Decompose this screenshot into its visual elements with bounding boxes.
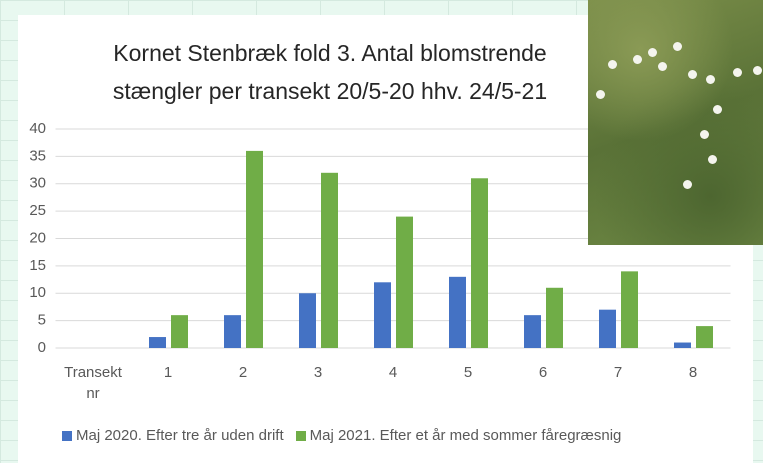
x-tick-label: 4 <box>358 362 428 383</box>
bar <box>696 326 713 348</box>
legend-swatch <box>62 431 72 441</box>
y-tick-label: 0 <box>38 339 46 356</box>
y-tick-label: 20 <box>29 229 46 246</box>
x-tick-label: Transekt nr <box>58 362 128 404</box>
bar <box>621 271 638 348</box>
x-tick-label: 2 <box>208 362 278 383</box>
y-tick-label: 40 <box>29 120 46 137</box>
bar <box>246 151 263 348</box>
bar <box>599 310 616 348</box>
chart-title: Kornet Stenbræk fold 3. Antal blomstrend… <box>70 34 590 110</box>
screenshot: 0510152025303540 Kornet Stenbræk fold 3.… <box>0 0 763 463</box>
bar <box>224 315 241 348</box>
bar <box>471 178 488 348</box>
bar <box>374 282 391 348</box>
y-tick-label: 15 <box>29 257 46 274</box>
bar <box>149 337 166 348</box>
photo <box>588 0 763 245</box>
bar <box>299 293 316 348</box>
bar <box>524 315 541 348</box>
x-tick-label: 7 <box>583 362 653 383</box>
legend-item: Maj 2021. Efter et år med sommer fåregræ… <box>296 427 622 444</box>
bar <box>449 277 466 348</box>
legend-label: Maj 2020. Efter tre år uden drift <box>76 427 284 444</box>
legend: Maj 2020. Efter tre år uden drift Maj 202… <box>62 427 633 444</box>
x-tick-label: 8 <box>658 362 728 383</box>
x-tick-label: 5 <box>433 362 503 383</box>
legend-label: Maj 2021. Efter et år med sommer fåregræ… <box>310 427 622 444</box>
bar <box>674 343 691 348</box>
x-tick-label: 3 <box>283 362 353 383</box>
x-tick-label: 1 <box>133 362 203 383</box>
bar <box>396 217 413 348</box>
bar <box>321 173 338 348</box>
y-tick-label: 10 <box>29 284 46 301</box>
y-tick-label: 25 <box>29 202 46 219</box>
y-tick-label: 35 <box>29 147 46 164</box>
bar <box>546 288 563 348</box>
legend-item: Maj 2020. Efter tre år uden drift <box>62 427 284 444</box>
y-tick-label: 30 <box>29 175 46 192</box>
y-tick-label: 5 <box>38 312 46 329</box>
legend-swatch <box>296 431 306 441</box>
bar <box>171 315 188 348</box>
x-tick-label: 6 <box>508 362 578 383</box>
